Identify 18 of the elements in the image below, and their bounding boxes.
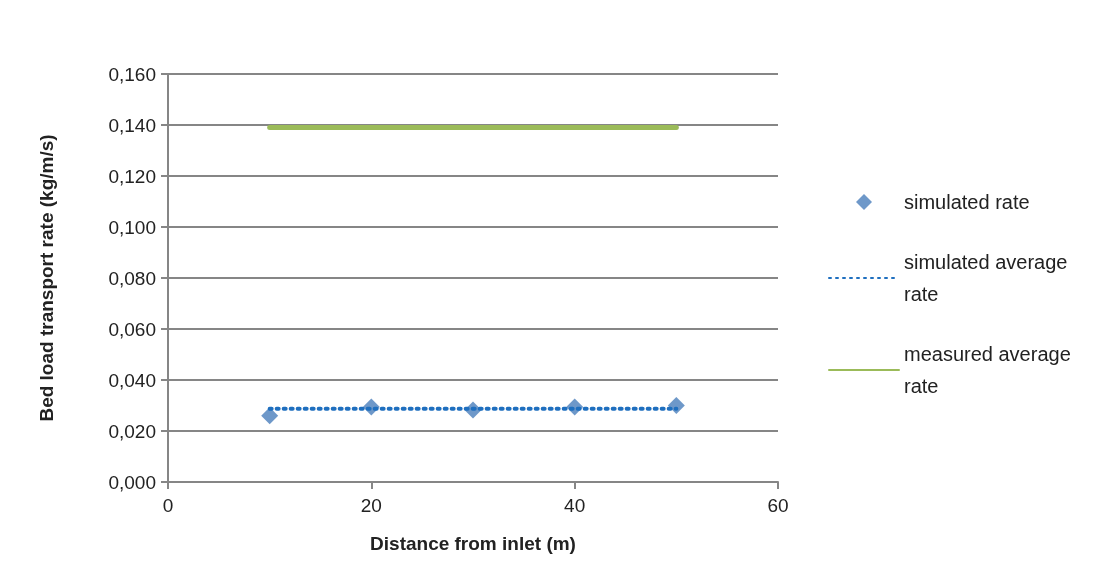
y-tick-label: 0,120 <box>108 165 156 187</box>
x-tick-label: 20 <box>360 495 382 516</box>
x-tick-label: 40 <box>564 495 586 516</box>
y-tick-label: 0,080 <box>108 267 156 289</box>
y-tick-label: 0,000 <box>108 471 156 493</box>
y-tick-label: 0,100 <box>108 216 156 238</box>
y-tick-label: 0,160 <box>108 63 156 85</box>
legend-label: simulated average rate <box>904 251 1073 305</box>
y-tick-label: 0,020 <box>108 420 156 442</box>
y-tick-label: 0,140 <box>108 114 156 136</box>
y-axis-title: Bed load transport rate (kg/m/s) <box>36 134 57 422</box>
y-tick-label: 0,040 <box>108 369 156 391</box>
legend-label: measured average rate <box>904 343 1077 397</box>
x-axis-title: Distance from inlet (m) <box>370 533 576 554</box>
x-tick-label: 60 <box>767 495 789 516</box>
x-tick-label: 0 <box>162 495 174 516</box>
y-tick-label: 0,060 <box>108 318 156 340</box>
legend-label: simulated rate <box>904 191 1030 213</box>
